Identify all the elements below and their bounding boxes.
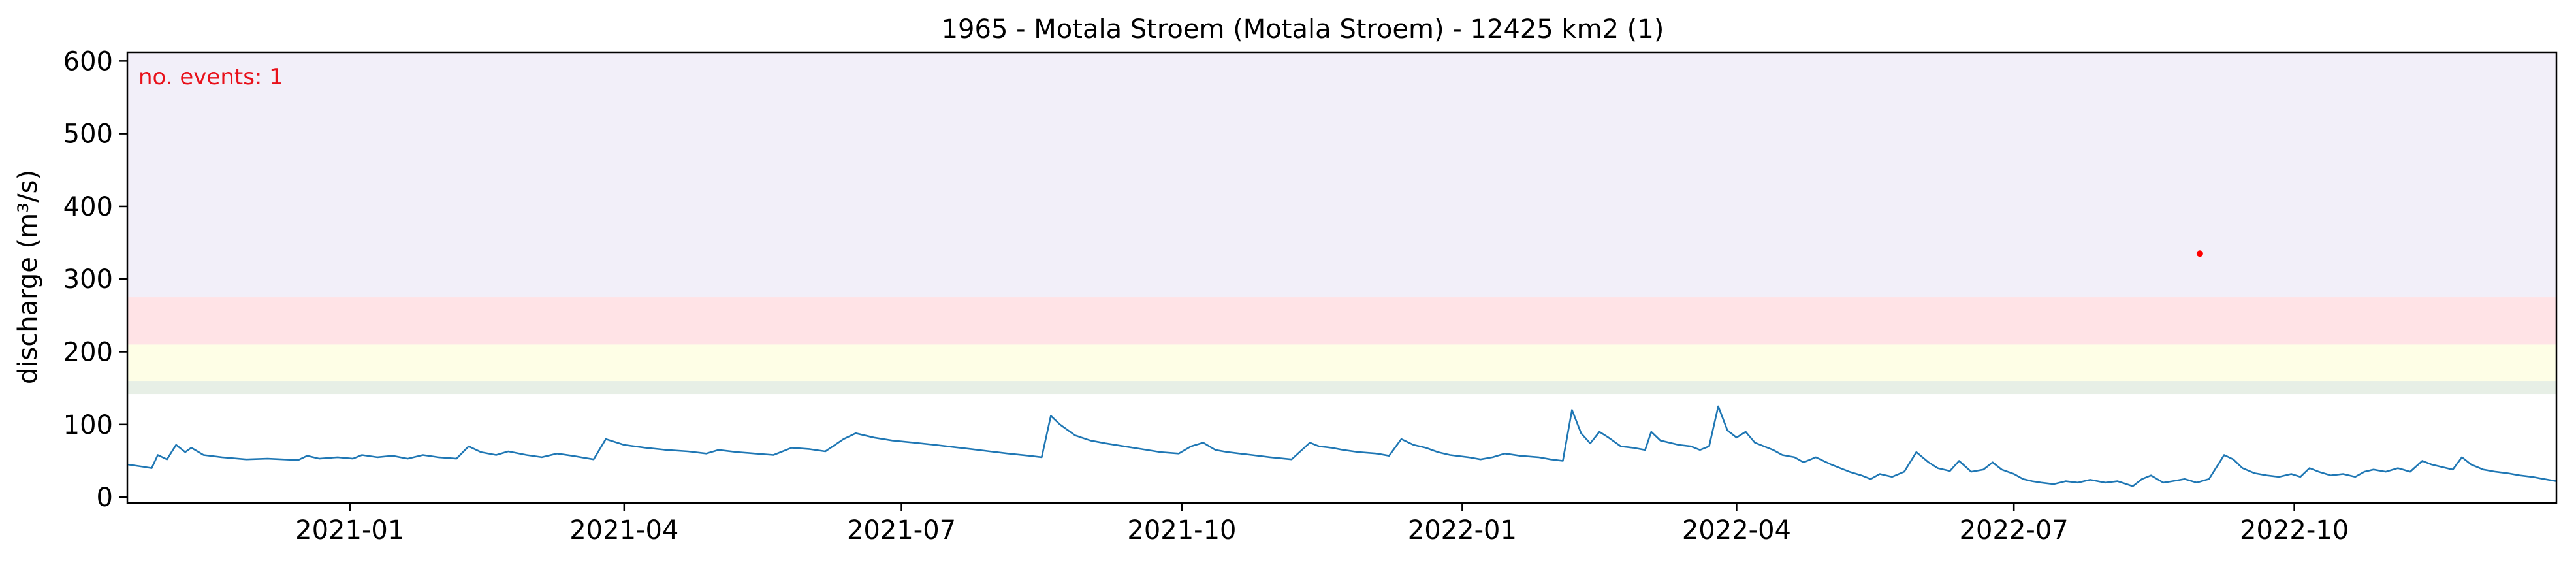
events-annotation: no. events: 1: [138, 64, 283, 90]
y-tick-label: 300: [63, 265, 113, 295]
y-axis-label: discharge (m³/s): [13, 170, 43, 384]
x-tick-label: 2021-04: [569, 515, 678, 545]
plot-frame: [126, 51, 2558, 504]
y-tick-label: 400: [63, 192, 113, 222]
x-axis-ticks: 2021-01 2021-04 2021-07 2021-10 2022-01 2022-…: [295, 503, 2349, 545]
event-marker-0: [2196, 250, 2203, 257]
threshold-band-0: [127, 381, 2556, 395]
chart-title: 1965 - Motala Stroem (Motala Stroem) - 1…: [942, 14, 1664, 44]
x-tick-label: 2022-10: [2240, 515, 2349, 545]
threshold-bands: [127, 52, 2556, 395]
x-tick-label: 2021-10: [1127, 515, 1236, 545]
x-tick-label: 2022-04: [1682, 515, 1791, 545]
series-lines: [127, 405, 2557, 487]
x-tick-label: 2022-07: [1960, 515, 2069, 545]
threshold-band-2: [127, 297, 2556, 345]
y-tick-label: 0: [97, 483, 113, 513]
x-tick-label: 2021-01: [295, 515, 404, 545]
y-tick-label: 100: [63, 410, 113, 440]
y-axis-ticks: 0 100 200 300 400 500 600: [63, 46, 127, 513]
threshold-band-1: [127, 344, 2556, 382]
y-tick-label: 500: [63, 120, 113, 150]
y-tick-label: 600: [63, 46, 113, 76]
event-markers: [2196, 250, 2203, 257]
x-tick-label: 2022-01: [1408, 515, 1517, 545]
threshold-band-3: [127, 52, 2556, 298]
discharge-series-line: [127, 405, 2557, 487]
x-tick-label: 2021-07: [847, 515, 956, 545]
y-tick-label: 200: [63, 338, 113, 368]
